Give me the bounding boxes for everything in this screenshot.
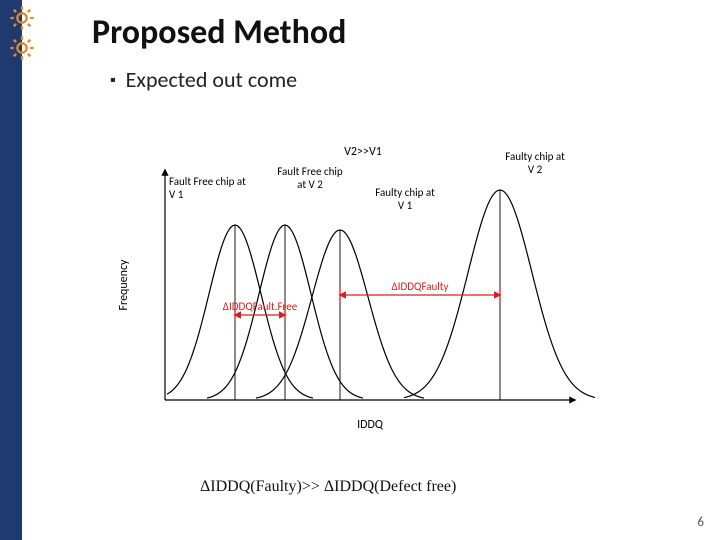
top-note: V2>>V1 — [344, 145, 382, 159]
curve-label-0: Fault Free chip at — [169, 175, 246, 188]
gear-icon — [8, 4, 36, 32]
sidebar-stripe — [0, 0, 22, 540]
slide-title: Proposed Method — [92, 12, 346, 53]
bullet-icon: ▪ — [110, 71, 116, 90]
delta-label-0: ΔIDDQFault.Free — [223, 300, 298, 313]
curve-label-2: V 1 — [398, 199, 413, 212]
curve-label-3: V 2 — [528, 163, 543, 176]
curve-label-1: Fault Free chip — [277, 165, 343, 178]
curve-label-1: at V 2 — [297, 178, 323, 191]
curve-label-0: V 1 — [169, 188, 184, 201]
x-axis-label: IDDQ — [357, 418, 384, 432]
gear-icon — [8, 34, 36, 62]
bullet-expected-outcome: ▪ Expected out come — [110, 66, 297, 93]
delta-label-1: ΔIDDQFaulty — [392, 280, 449, 293]
distribution-chart: IDDQFrequencyV2>>V1Fault Free chip atV 1… — [105, 110, 595, 440]
caption-text: ΔIDDQ(Faulty)>> ΔIDDQ(Defect free) — [200, 478, 456, 496]
y-axis-label: Frequency — [117, 259, 131, 310]
curve-label-2: Faulty chip at — [375, 186, 435, 199]
curve-label-3: Faulty chip at — [505, 150, 565, 163]
page-number: 6 — [697, 515, 704, 530]
bullet-text: Expected out come — [126, 66, 297, 93]
